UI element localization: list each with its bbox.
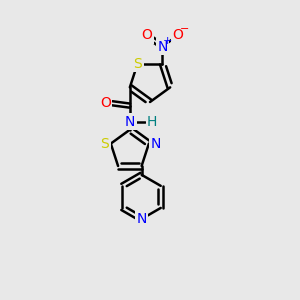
Text: N: N xyxy=(125,115,135,129)
Text: S: S xyxy=(100,136,109,151)
Text: O: O xyxy=(172,28,183,42)
Text: O: O xyxy=(100,96,111,110)
Text: N: N xyxy=(150,136,161,151)
Text: S: S xyxy=(133,57,142,71)
Text: N: N xyxy=(157,40,168,54)
Text: +: + xyxy=(163,36,172,46)
Text: H: H xyxy=(147,115,157,129)
Text: O: O xyxy=(142,28,153,42)
Text: N: N xyxy=(136,212,147,226)
Text: −: − xyxy=(180,24,189,34)
